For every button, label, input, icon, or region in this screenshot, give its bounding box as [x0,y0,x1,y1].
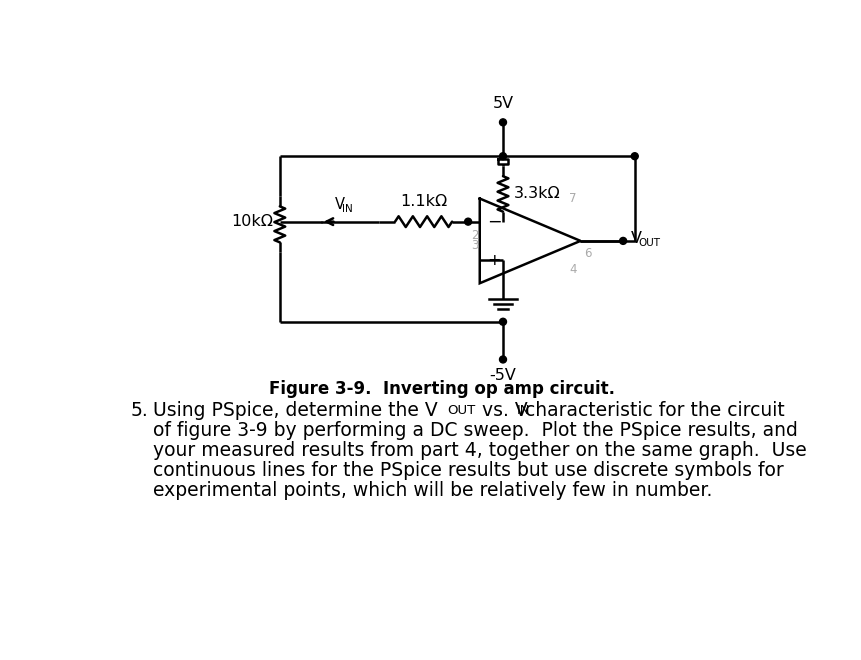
Text: IN: IN [342,204,352,214]
Circle shape [499,318,506,325]
Text: of figure 3-9 by performing a DC sweep.  Plot the PSpice results, and: of figure 3-9 by performing a DC sweep. … [152,421,796,440]
Text: characteristic for the circuit: characteristic for the circuit [518,401,784,420]
Text: Using PSpice, determine the V: Using PSpice, determine the V [152,401,437,420]
Text: V: V [630,231,641,246]
Text: −: − [487,213,501,230]
Text: 3: 3 [470,240,478,253]
Text: 10kΩ: 10kΩ [232,214,273,229]
Text: vs. V: vs. V [475,401,527,420]
Text: +: + [487,253,500,268]
Circle shape [630,152,637,160]
Text: your measured results from part 4, together on the same graph.  Use: your measured results from part 4, toget… [152,441,806,460]
Text: OUT: OUT [446,404,474,417]
Circle shape [619,238,626,244]
Text: 3.3kΩ: 3.3kΩ [513,186,560,201]
Text: OUT: OUT [638,238,660,248]
Circle shape [464,218,471,225]
Circle shape [499,356,506,363]
Text: 2: 2 [470,230,478,242]
Text: IN: IN [516,404,530,417]
Text: experimental points, which will be relatively few in number.: experimental points, which will be relat… [152,481,711,500]
Text: 5.: 5. [131,401,149,420]
Text: continuous lines for the PSpice results but use discrete symbols for: continuous lines for the PSpice results … [152,461,783,480]
Text: V: V [334,197,344,213]
Text: 1.1kΩ: 1.1kΩ [400,194,447,209]
Circle shape [499,119,506,126]
Text: 7: 7 [568,193,576,205]
Text: -5V: -5V [489,368,516,383]
Circle shape [499,152,506,160]
Text: 6: 6 [584,247,592,260]
Text: 4: 4 [568,263,576,276]
Text: 5V: 5V [492,96,513,111]
Text: Figure 3-9.  Inverting op amp circuit.: Figure 3-9. Inverting op amp circuit. [269,379,614,397]
